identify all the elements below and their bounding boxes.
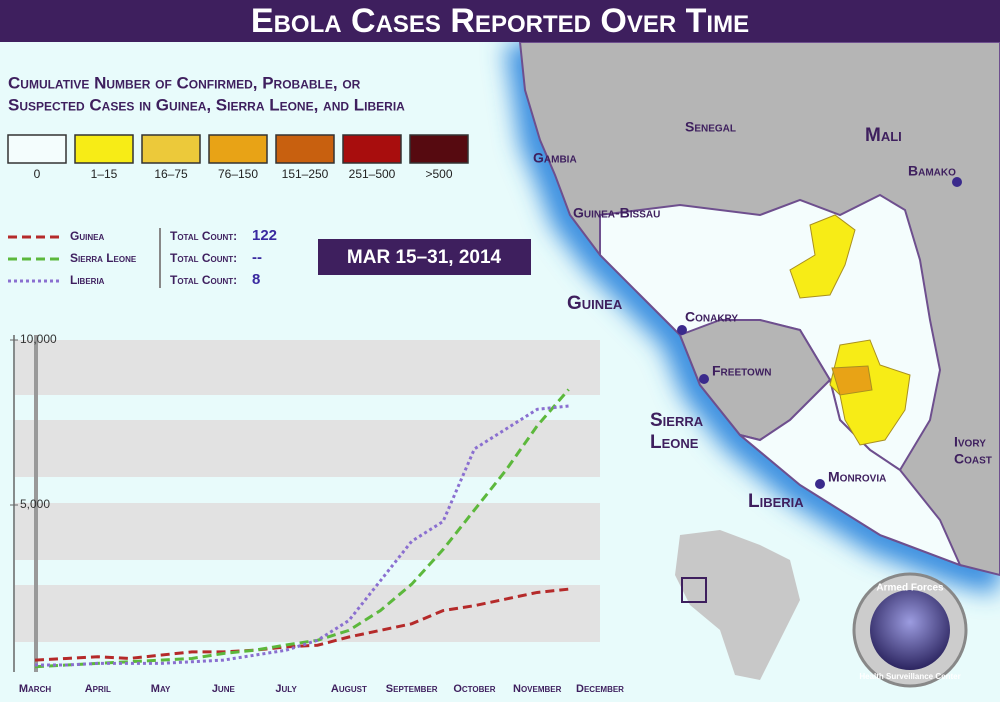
legend-swatch xyxy=(275,134,335,164)
legend-swatch xyxy=(409,134,469,164)
map-label: Guinea xyxy=(567,293,623,314)
title: Ebola Cases Reported Over Time xyxy=(251,2,749,40)
map-label: Leone xyxy=(650,432,699,453)
legend-label: 16–75 xyxy=(154,167,188,181)
x-tick-label: July xyxy=(275,683,297,695)
total-value: -- xyxy=(252,249,262,266)
legend-swatch xyxy=(208,134,268,164)
region-yellow xyxy=(829,339,911,446)
legend-label: 151–250 xyxy=(282,167,329,181)
legend-label: 1–15 xyxy=(91,167,118,181)
legend-label: 76–150 xyxy=(218,167,258,181)
legend-swatch xyxy=(7,134,67,164)
band xyxy=(15,585,600,642)
logo-text: Armed Forces xyxy=(876,583,944,594)
map-label: Freetown xyxy=(712,363,771,379)
logo-inner xyxy=(870,590,950,670)
x-tick-label: June xyxy=(212,683,236,695)
city-pin xyxy=(677,325,687,335)
band xyxy=(15,503,600,560)
band xyxy=(15,420,600,477)
map: Armed Forces Health Surveillance Center … xyxy=(505,38,1000,688)
legend-name: Sierra Leone xyxy=(70,251,137,265)
inset-box xyxy=(681,577,707,603)
title-bar xyxy=(0,0,1000,42)
series-line xyxy=(34,388,570,669)
legend-swatch xyxy=(141,134,201,164)
map-label: Senegal xyxy=(685,119,736,135)
x-tick-label: September xyxy=(386,683,438,695)
africa-inset xyxy=(675,530,800,680)
map-label: Bamako xyxy=(908,163,956,179)
region-yellow xyxy=(789,214,856,299)
period-box xyxy=(318,239,531,275)
legend-swatch xyxy=(74,134,134,164)
total-label: Total Count: xyxy=(170,229,237,243)
x-tick-label: April xyxy=(85,683,111,695)
legend-label: >500 xyxy=(425,167,452,181)
x-tick-label: November xyxy=(513,683,562,695)
map-label: Ivory xyxy=(954,434,986,450)
time-marker xyxy=(34,335,38,672)
legend-name: Liberia xyxy=(70,273,105,287)
logo-text: Health Surveillance Center xyxy=(859,672,960,681)
city-pin xyxy=(815,479,825,489)
map-label: Sierra xyxy=(650,410,704,431)
map-label: Coast xyxy=(954,451,992,467)
y-tick-label: 5,000 xyxy=(20,497,50,511)
total-label: Total Count: xyxy=(170,273,237,287)
map-label: Monrovia xyxy=(828,469,886,485)
band xyxy=(15,340,600,395)
x-tick-label: May xyxy=(151,683,171,695)
subtitle: Cumulative Number of Confirmed, Probable… xyxy=(8,73,361,92)
city-pin xyxy=(699,374,709,384)
x-tick-label: August xyxy=(331,683,367,695)
total-value: 8 xyxy=(252,271,260,288)
map-label: Liberia xyxy=(748,491,804,512)
map-label: Guinea-Bissau xyxy=(573,205,660,221)
x-tick-label: October xyxy=(453,683,495,695)
total-value: 122 xyxy=(252,227,277,244)
total-label: Total Count: xyxy=(170,251,237,265)
series-line xyxy=(34,587,569,662)
liberia-area xyxy=(739,378,962,567)
legend-label: 0 xyxy=(34,167,41,181)
legend-label: 251–500 xyxy=(349,167,396,181)
x-tick-label: December xyxy=(576,683,624,695)
city-pin xyxy=(952,177,962,187)
legend-name: Guinea xyxy=(70,229,104,243)
subtitle: Suspected Cases in Guinea, Sierra Leone,… xyxy=(8,95,405,114)
region-orange xyxy=(831,365,873,396)
y-tick-label: 10,000 xyxy=(20,332,57,346)
map-label: Gambia xyxy=(533,150,577,166)
map-label: Mali xyxy=(865,125,902,146)
x-tick-label: March xyxy=(19,683,51,695)
period: MAR 15–31, 2014 xyxy=(347,247,502,268)
map-label: Conakry xyxy=(685,309,738,325)
legend-swatch xyxy=(342,134,402,164)
chart: 10,000 5,000 March April May June July August Se… xyxy=(10,332,624,695)
